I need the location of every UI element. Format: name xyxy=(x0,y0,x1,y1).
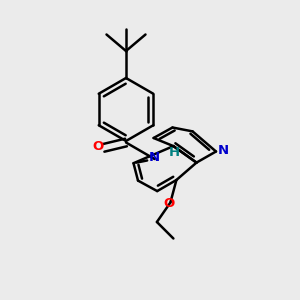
Text: N: N xyxy=(218,143,229,157)
Text: N: N xyxy=(149,151,160,164)
Text: H: H xyxy=(168,146,180,159)
Text: O: O xyxy=(92,140,104,154)
Text: O: O xyxy=(163,196,175,210)
